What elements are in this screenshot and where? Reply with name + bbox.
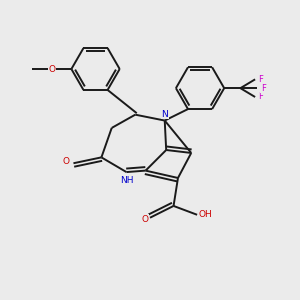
Text: O: O: [49, 64, 56, 74]
Text: F: F: [261, 84, 266, 93]
Text: O: O: [141, 215, 148, 224]
Text: F: F: [258, 92, 263, 101]
Text: NH: NH: [120, 176, 134, 185]
Text: F: F: [258, 75, 263, 84]
Text: O: O: [63, 157, 70, 166]
Text: N: N: [161, 110, 168, 118]
Text: OH: OH: [199, 210, 212, 219]
